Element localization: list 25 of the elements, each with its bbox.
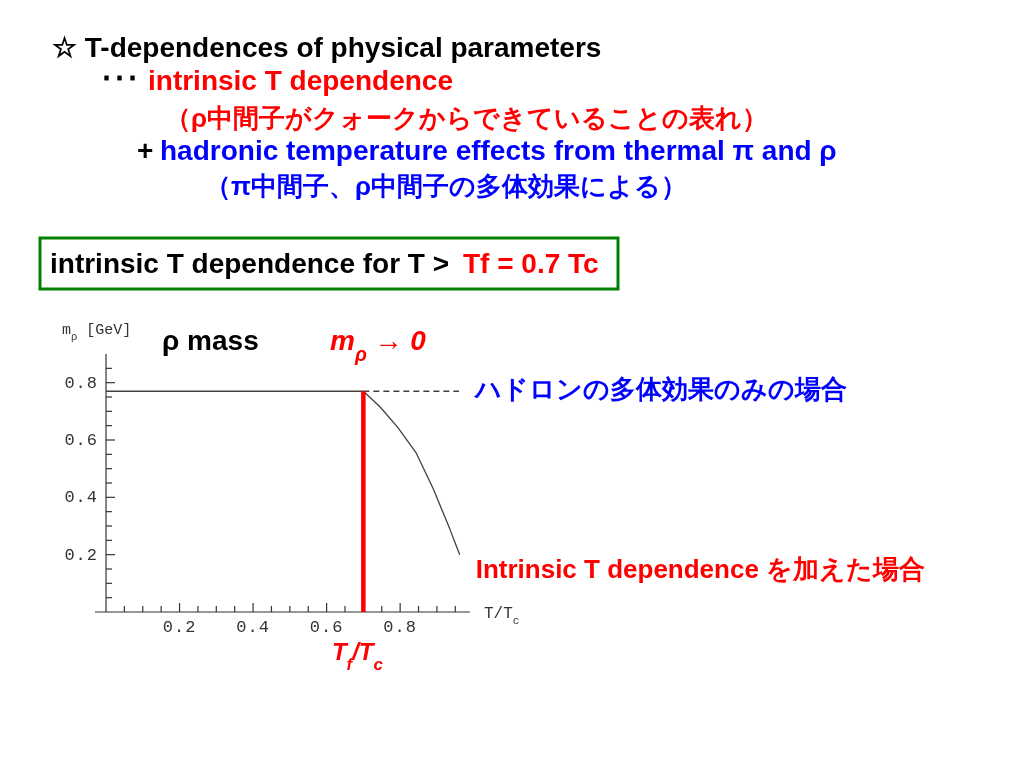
chart-title: ☆ T-dependences of physical parameters <box>52 32 602 63</box>
annotation: m$_{ρ}$ → 0 <box>330 325 427 365</box>
x-tick-label: 0.6 <box>309 618 344 637</box>
y-axis-title: m$_{ρ}$ [GeV] <box>62 322 132 343</box>
text: （π中間子、ρ中間子の多体効果による） <box>205 171 687 201</box>
y-tick-label: 0.6 <box>64 430 98 450</box>
text: + <box>137 135 154 166</box>
x-tick-label: 0.4 <box>236 618 270 637</box>
annotation: ρ mass <box>162 325 259 356</box>
line-series <box>105 390 461 556</box>
annotation: T$_{f}$/T$_{c}$ <box>331 638 384 674</box>
x-axis-title: T/T$_{c}$ <box>484 605 520 627</box>
text: ･･･ <box>100 64 139 94</box>
text: Tf = 0.7 Tc <box>463 248 599 279</box>
x-tick-label: 0.2 <box>162 618 197 637</box>
text: （ρ中間子がクォークからできていることの表れ） <box>165 103 769 133</box>
text: hadronic temperature effects from thermal π and ρ <box>160 135 837 166</box>
y-tick-label: 0.2 <box>64 545 98 565</box>
text: intrinsic T dependence <box>148 65 453 96</box>
text: intrinsic T dependence for T > <box>50 248 450 279</box>
x-tick-label: 0.8 <box>383 618 417 637</box>
series-label: ハドロンの多体効果のみの場合 <box>472 374 847 405</box>
series-label: Intrinsic T dependence を加えた場合 <box>475 553 926 584</box>
y-tick-label: 0.4 <box>64 487 98 507</box>
y-tick-label: 0.8 <box>64 373 98 393</box>
